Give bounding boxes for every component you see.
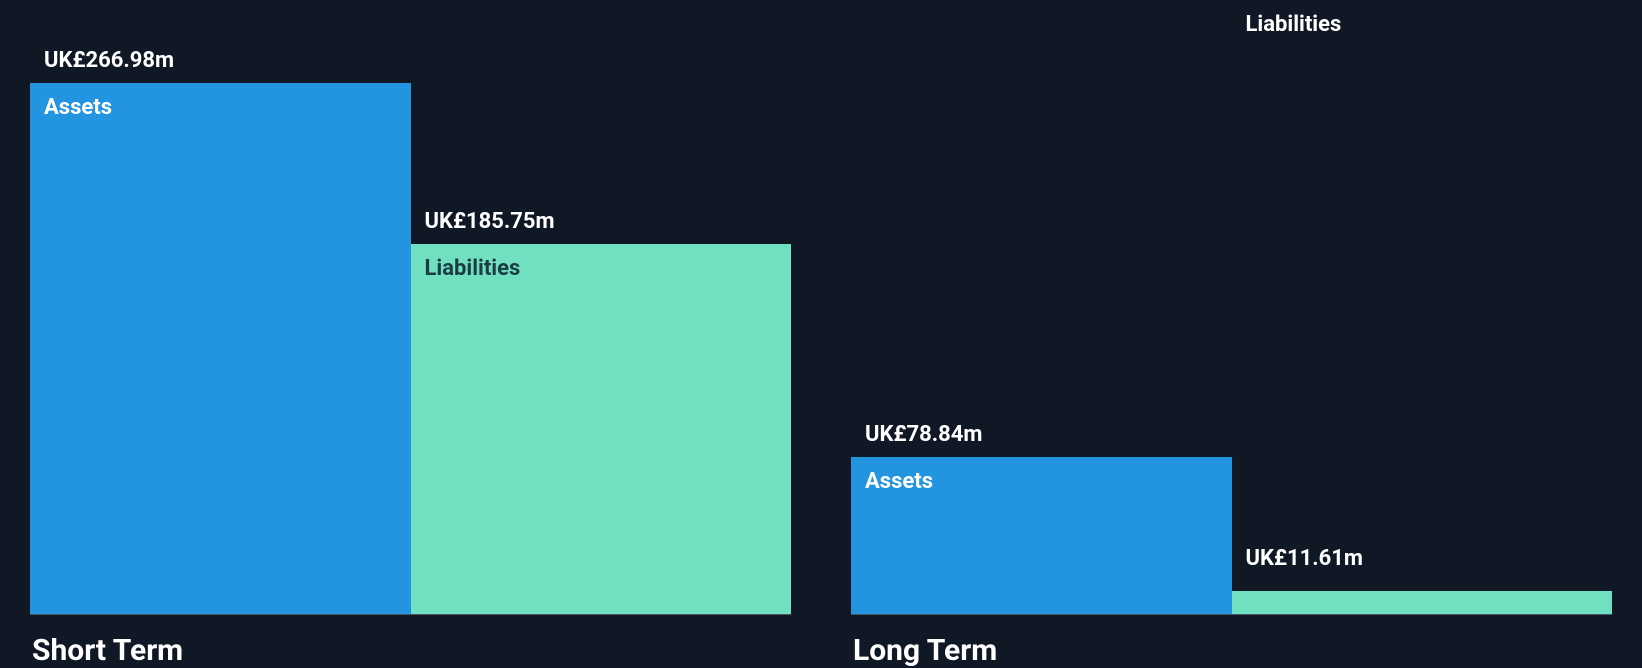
panel-title: Short Term [30, 615, 791, 668]
chart-container: UK£266.98m Assets UK£185.75m Liabilities… [0, 0, 1642, 668]
bar-series-label: Liabilities [1246, 12, 1342, 547]
bar-assets: UK£266.98m Assets [30, 83, 411, 614]
chart-area: UK£78.84m Assets Liabilities UK£11.61m [851, 0, 1612, 615]
bar-series-label: Assets [44, 95, 112, 120]
bar-value-label: UK£78.84m [865, 422, 983, 447]
bar-series-label: Liabilities [425, 256, 521, 281]
bar-value-label: UK£266.98m [44, 48, 174, 73]
bar-slot-assets: UK£266.98m Assets [30, 0, 411, 614]
bar-liabilities [1232, 591, 1613, 614]
bar-liabilities: UK£185.75m Liabilities [411, 244, 792, 614]
bar-value-label: UK£11.61m [1246, 546, 1364, 571]
bar-slot-liabilities: Liabilities UK£11.61m [1232, 0, 1613, 614]
bar-series-label: Assets [865, 469, 933, 494]
panel-long-term: UK£78.84m Assets Liabilities UK£11.61m L… [851, 0, 1612, 668]
bars-row: UK£78.84m Assets Liabilities UK£11.61m [851, 0, 1612, 614]
bar-assets: UK£78.84m Assets [851, 457, 1232, 614]
panel-short-term: UK£266.98m Assets UK£185.75m Liabilities… [30, 0, 791, 668]
chart-area: UK£266.98m Assets UK£185.75m Liabilities [30, 0, 791, 615]
bars-row: UK£266.98m Assets UK£185.75m Liabilities [30, 0, 791, 614]
bar-slot-liabilities: UK£185.75m Liabilities [411, 0, 792, 614]
bar-value-label: UK£185.75m [425, 209, 555, 234]
bar-slot-assets: UK£78.84m Assets [851, 0, 1232, 614]
panel-title: Long Term [851, 615, 1612, 668]
